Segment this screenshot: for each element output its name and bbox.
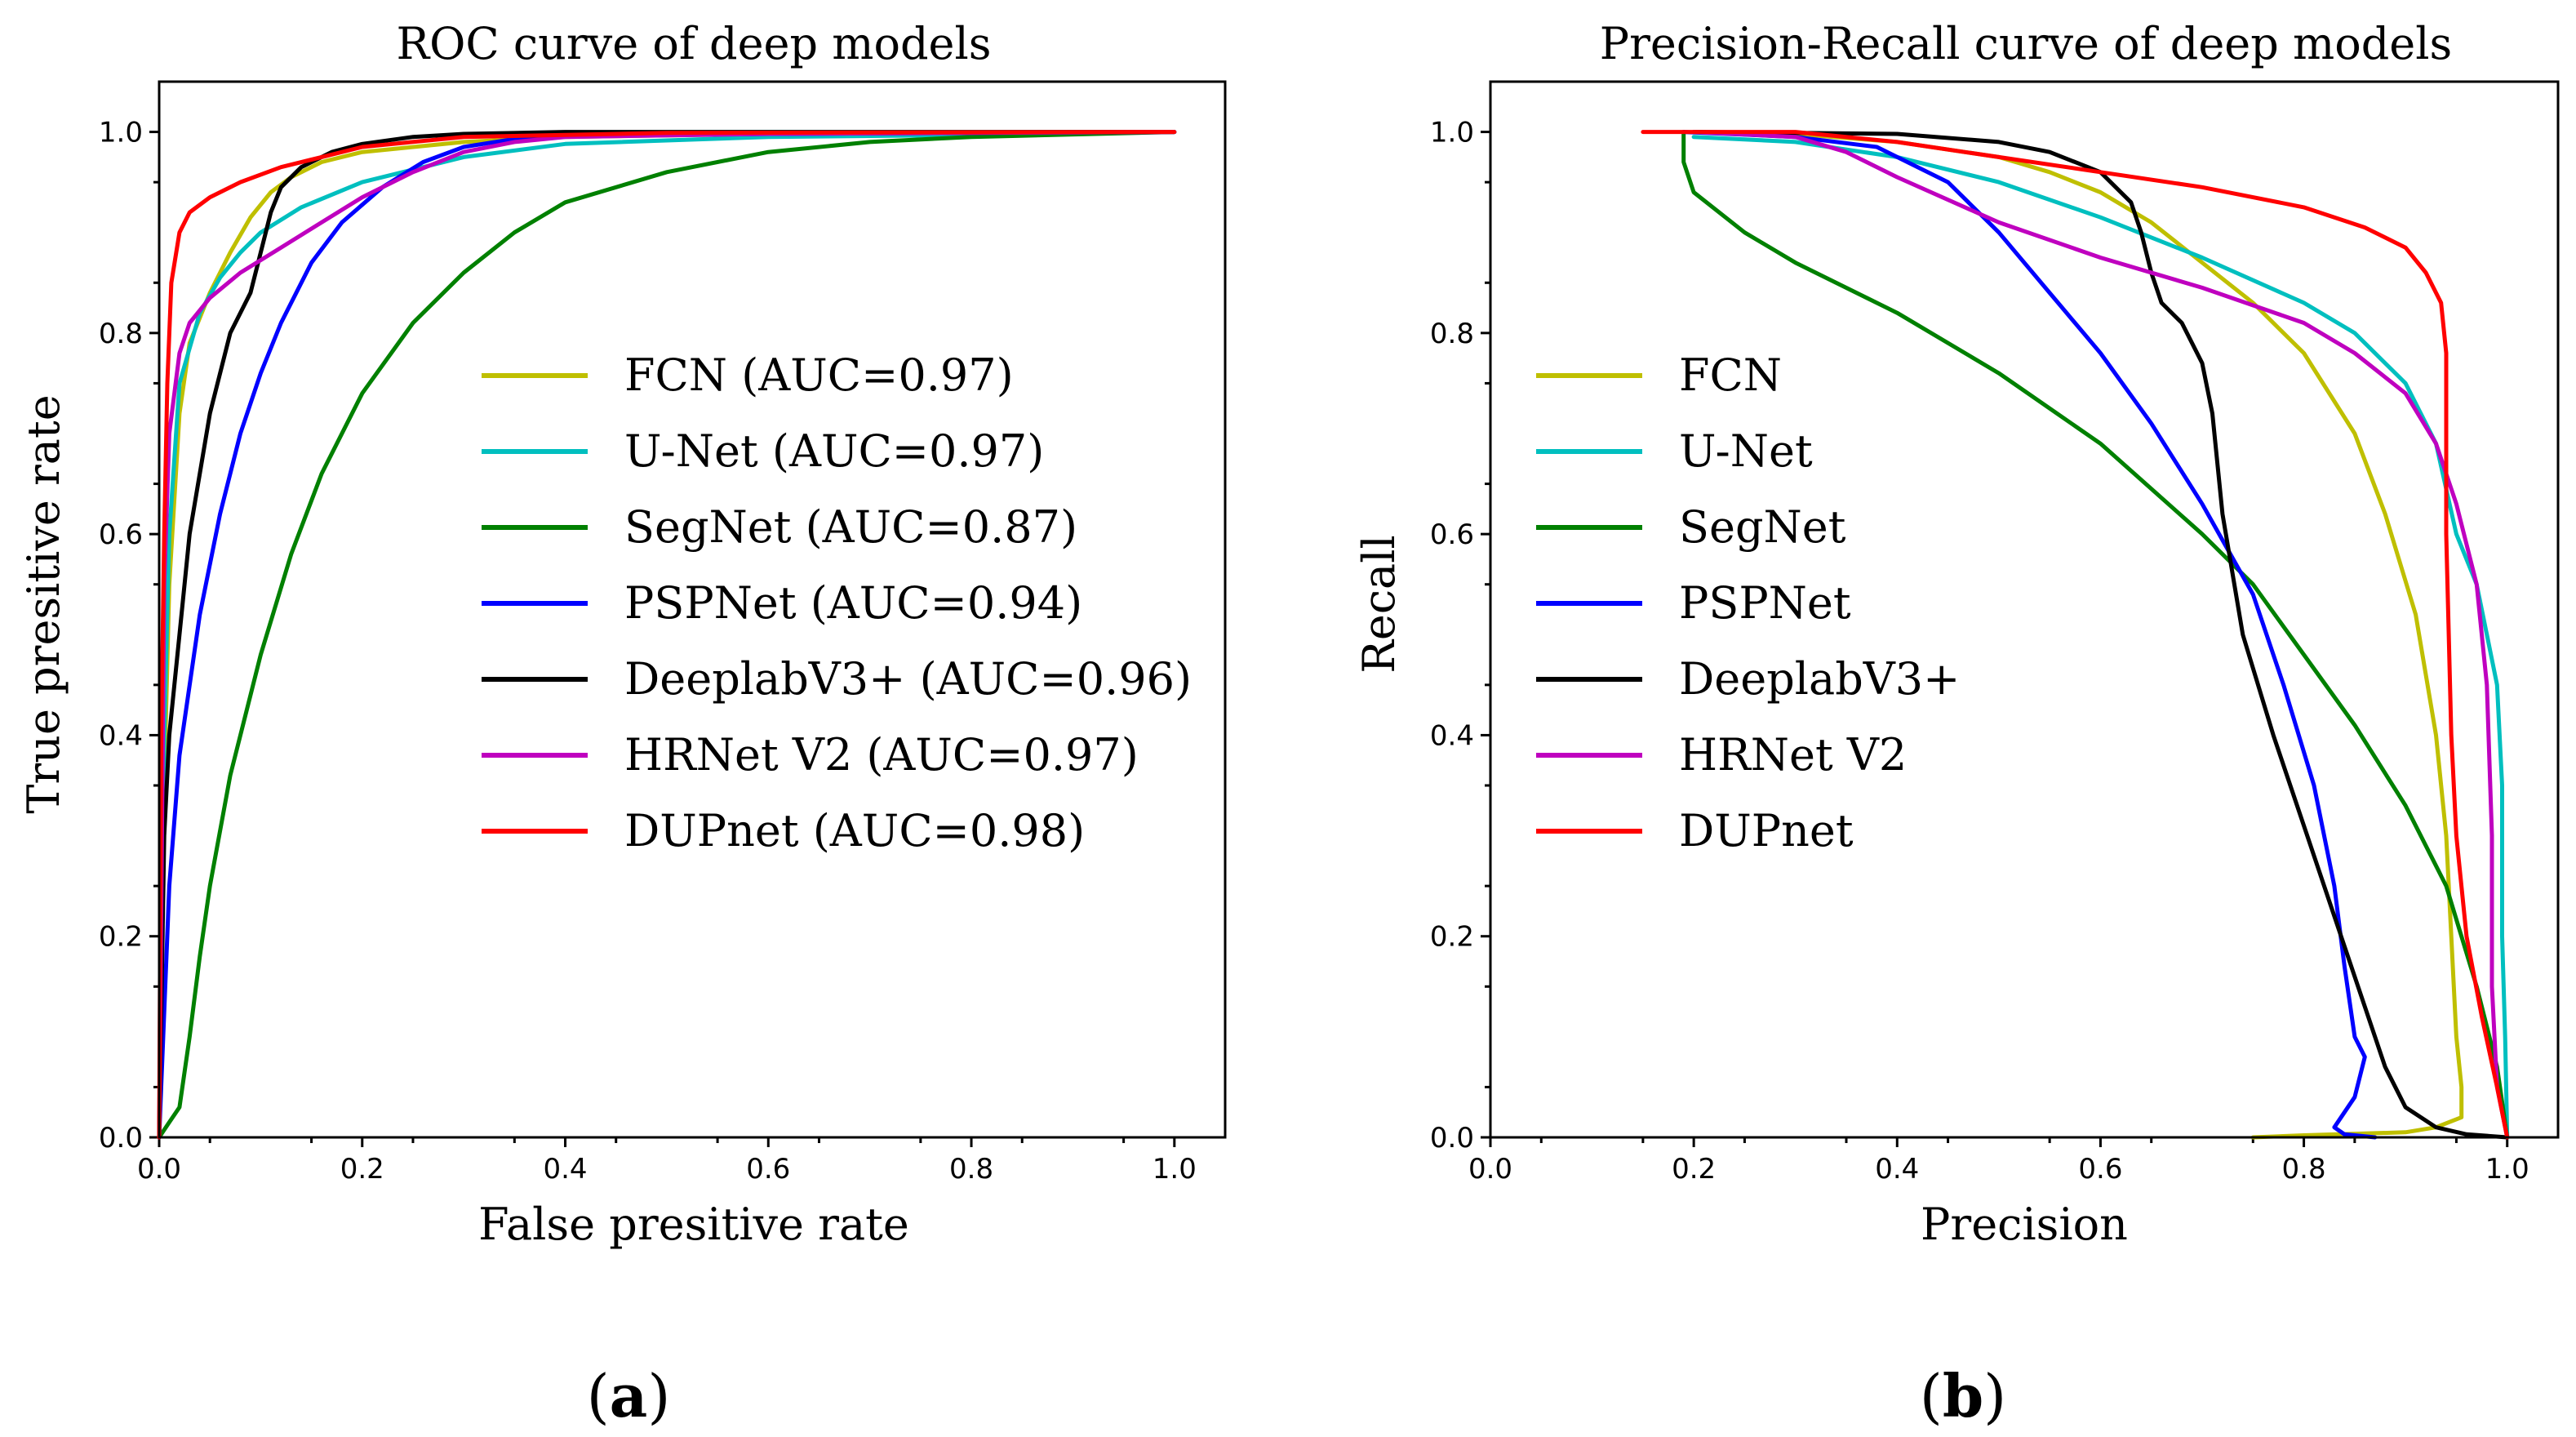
- pr-curves: [1641, 130, 2510, 1140]
- pr-x-tick-label: 0.4: [1875, 1153, 1919, 1186]
- pr-x-tick-label: 0.0: [1468, 1153, 1512, 1186]
- pr-ticks: 0.0 0.2 0.4 0.6 0.8 1.0 0.0 0.2 0.4 0.6 0.8 1.0: [1430, 117, 2529, 1186]
- roc-legend-label-u-net: U-Net (AUC=0.97): [624, 425, 1044, 477]
- roc-curve-pspnet: [157, 130, 1177, 1140]
- roc-legend-label-deeplabv3: DeeplabV3+ (AUC=0.96): [624, 653, 1192, 705]
- pr-y-tick-label: 0.6: [1430, 518, 1474, 551]
- pr-y-tick-label: 0.8: [1430, 318, 1474, 350]
- pr-curve-dupnet: [1641, 130, 2510, 1140]
- pr-curve-hrnet-v2: [1691, 130, 2510, 1140]
- pr-legend-label-u-net: U-Net: [1679, 425, 1813, 477]
- pr-x-tick-label: 0.6: [2078, 1153, 2122, 1186]
- pr-legend-label-deeplabv3: DeeplabV3+: [1679, 653, 1960, 705]
- roc-y-tick-label: 0.8: [99, 318, 143, 350]
- roc-y-tick-label: 0.0: [99, 1122, 143, 1154]
- roc-y-axis-label: True presitive rate: [18, 394, 69, 813]
- roc-x-tick-label: 1.0: [1153, 1153, 1197, 1186]
- pr-x-tick-label: 0.2: [1672, 1153, 1716, 1186]
- roc-curves: [157, 130, 1177, 1140]
- roc-x-tick-label: 0.6: [746, 1153, 790, 1186]
- pr-y-tick-label: 1.0: [1430, 117, 1474, 149]
- pr-curve-pspnet: [1681, 130, 2378, 1140]
- pr-legend-label-fcn: FCN: [1679, 349, 1782, 401]
- roc-legend-label-fcn: FCN (AUC=0.97): [624, 349, 1014, 401]
- roc-legend-label-segnet: SegNet (AUC=0.87): [624, 501, 1077, 553]
- pr-legend-label-segnet: SegNet: [1679, 501, 1846, 553]
- pr-chart-title: Precision-Recall curve of deep models: [1600, 18, 2452, 69]
- pr-x-axis-label: Precision: [1921, 1199, 2128, 1250]
- pr-legend-label-dupnet: DUPnet: [1679, 805, 1854, 856]
- roc-curve-fcn: [157, 130, 1177, 1140]
- roc-x-tick-label: 0.2: [340, 1153, 384, 1186]
- pr-y-tick-label: 0.0: [1430, 1122, 1474, 1154]
- roc-x-tick-label: 0.8: [949, 1153, 993, 1186]
- roc-ticks: 0.0 0.2 0.4 0.6 0.8 1.0 0.0 0.2 0.4 0.6 0.8 1.0: [99, 117, 1197, 1186]
- panel-label-b: (b): [1920, 1361, 2007, 1430]
- pr-legend-label-pspnet: PSPNet: [1679, 577, 1851, 629]
- roc-y-tick-label: 0.4: [99, 719, 143, 752]
- pr-curve-fcn: [1691, 130, 2464, 1140]
- roc-x-tick-label: 0.0: [137, 1153, 181, 1186]
- pr-y-axis-label: Recall: [1353, 535, 1405, 674]
- roc-x-axis-label: False presitive rate: [478, 1199, 909, 1250]
- roc-curve-hrnet-v2: [157, 130, 1177, 1140]
- roc-curve-deeplabv3: [157, 130, 1177, 1140]
- pr-y-tick-label: 0.2: [1430, 921, 1474, 954]
- pr-chart: Precision-Recall curve of deep models Pr…: [1353, 18, 2560, 1250]
- roc-x-tick-label: 0.4: [543, 1153, 587, 1186]
- roc-y-tick-label: 0.2: [99, 921, 143, 954]
- pr-curve-u-net: [1691, 135, 2510, 1140]
- roc-y-tick-label: 1.0: [99, 117, 143, 149]
- roc-curve-u-net: [157, 130, 1177, 1140]
- roc-curve-dupnet: [157, 130, 1177, 1140]
- pr-legend: FCN U-Net SegNet PSPNet DeeplabV3+ HRNet V2 DU…: [1536, 349, 1960, 856]
- pr-plot-frame: [1489, 80, 2560, 1139]
- pr-x-tick-label: 1.0: [2485, 1153, 2529, 1186]
- panel-label-a: (a): [587, 1361, 671, 1430]
- pr-curve-deeplabv3: [1691, 130, 2510, 1140]
- pr-y-tick-label: 0.4: [1430, 719, 1474, 752]
- roc-chart: ROC curve of deep models False presitive…: [18, 18, 1227, 1250]
- roc-plot-frame: [158, 80, 1227, 1139]
- roc-legend-label-pspnet: PSPNet (AUC=0.94): [624, 577, 1082, 629]
- roc-legend-label-dupnet: DUPnet (AUC=0.98): [624, 805, 1085, 856]
- pr-legend-label-hrnet-v2: HRNet V2: [1679, 729, 1907, 781]
- roc-y-tick-label: 0.6: [99, 518, 143, 551]
- roc-curve-segnet: [157, 130, 1177, 1140]
- roc-chart-title: ROC curve of deep models: [397, 18, 992, 69]
- roc-legend: FCN (AUC=0.97) U-Net (AUC=0.97) SegNet (AU…: [482, 349, 1192, 856]
- pr-x-tick-label: 0.8: [2282, 1153, 2326, 1186]
- roc-legend-label-hrnet-v2: HRNet V2 (AUC=0.97): [624, 729, 1139, 781]
- pr-curve-segnet: [1681, 130, 2510, 1140]
